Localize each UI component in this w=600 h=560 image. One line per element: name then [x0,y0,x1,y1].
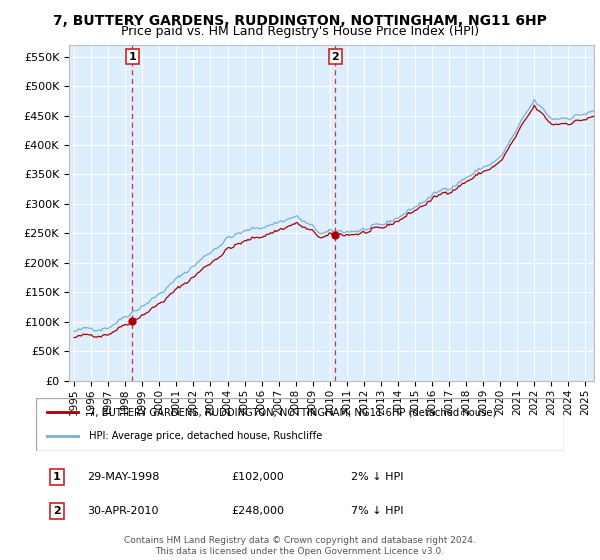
Text: £102,000: £102,000 [231,472,284,482]
Text: 2% ↓ HPI: 2% ↓ HPI [351,472,404,482]
Text: 7, BUTTERY GARDENS, RUDDINGTON, NOTTINGHAM, NG11 6HP (detached house): 7, BUTTERY GARDENS, RUDDINGTON, NOTTINGH… [89,408,496,418]
Text: HPI: Average price, detached house, Rushcliffe: HPI: Average price, detached house, Rush… [89,431,322,441]
Text: 2: 2 [53,506,61,516]
Text: £248,000: £248,000 [231,506,284,516]
Text: 7, BUTTERY GARDENS, RUDDINGTON, NOTTINGHAM, NG11 6HP: 7, BUTTERY GARDENS, RUDDINGTON, NOTTINGH… [53,14,547,28]
Text: 2: 2 [332,52,339,62]
Text: 7% ↓ HPI: 7% ↓ HPI [351,506,404,516]
Text: Contains HM Land Registry data © Crown copyright and database right 2024.
This d: Contains HM Land Registry data © Crown c… [124,536,476,556]
Text: 29-MAY-1998: 29-MAY-1998 [87,472,160,482]
Text: 1: 1 [128,52,136,62]
Text: 30-APR-2010: 30-APR-2010 [87,506,158,516]
Text: 1: 1 [53,472,61,482]
Text: Price paid vs. HM Land Registry's House Price Index (HPI): Price paid vs. HM Land Registry's House … [121,25,479,38]
